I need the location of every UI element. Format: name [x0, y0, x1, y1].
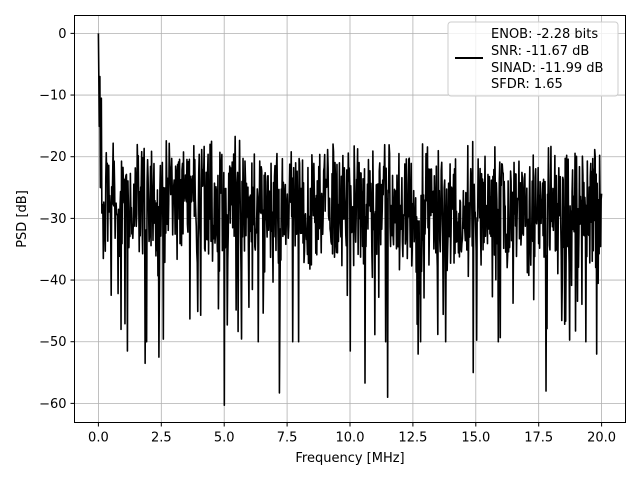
- y-axis-ticks: 0 −10 −20 −30 −40 −50 −60: [39, 27, 75, 412]
- legend-box: [447, 21, 619, 97]
- y-axis-label: PSD [dB]: [15, 190, 30, 248]
- y-tick-label: −20: [39, 150, 66, 165]
- x-tick-label: 2.5: [151, 431, 172, 446]
- x-tick-label: 20.0: [587, 431, 616, 446]
- legend-line-enob: ENOB: -2.28 bits: [491, 27, 598, 42]
- x-tick-label: 5.0: [214, 431, 235, 446]
- y-tick-label: −50: [39, 335, 66, 350]
- y-tick-label: −10: [39, 89, 66, 104]
- series-group: [97, 33, 603, 407]
- legend: ENOB: -2.28 bits SNR: -11.67 dB SINAD: -…: [447, 21, 619, 97]
- x-axis-label: Frequency [MHz]: [295, 451, 404, 466]
- x-tick-label: 17.5: [524, 431, 553, 446]
- x-tick-label: 12.5: [398, 431, 427, 446]
- x-tick-label: 10.0: [336, 431, 365, 446]
- y-tick-label: −40: [39, 274, 66, 289]
- y-tick-label: −30: [39, 212, 66, 227]
- psd-series-line: [97, 33, 603, 407]
- x-axis-ticks: 0.0 2.5 5.0 7.5 10.0 12.5 15.0 17.5 20.0: [88, 422, 616, 446]
- y-tick-label: −60: [39, 397, 66, 412]
- legend-line-sinad: SINAD: -11.99 dB: [491, 61, 603, 76]
- y-tick-label: 0: [58, 27, 66, 42]
- x-tick-label: 7.5: [277, 431, 298, 446]
- legend-line-snr: SNR: -11.67 dB: [491, 44, 589, 59]
- legend-line-sfdr: SFDR: 1.65: [491, 77, 563, 92]
- x-tick-label: 0.0: [88, 431, 109, 446]
- x-tick-label: 15.0: [461, 431, 490, 446]
